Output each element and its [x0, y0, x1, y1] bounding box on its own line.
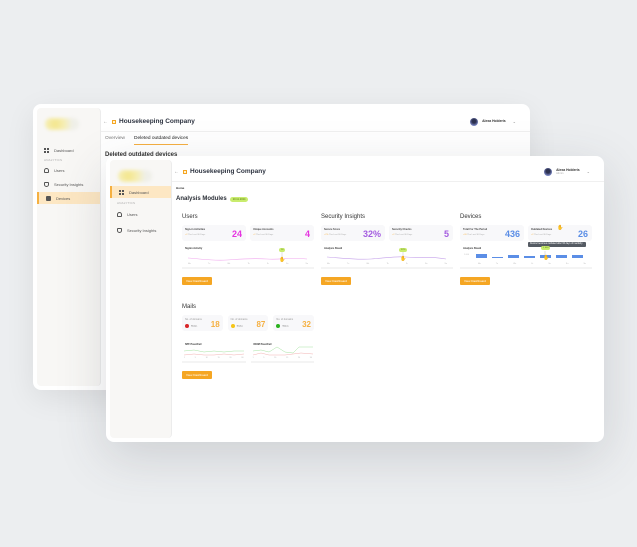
domain-stat-card: No. of domains Status 87 — [227, 315, 269, 331]
status-dot-red — [185, 324, 189, 328]
stat-value: 87 — [256, 320, 266, 329]
module-title: Mails — [182, 304, 197, 310]
tab-deleted-outdated-devices[interactable]: Deleted outdated devices — [134, 136, 189, 145]
dkim-chart[interactable]: DKIM Pass/Fail 1 5 10 15 20 30 — [250, 341, 314, 363]
domain-stat-card: No. of domains Status 32 — [273, 315, 315, 331]
page-title: Analysis Modules 20.11.2024 — [176, 196, 596, 202]
view-dashboard-button[interactable]: View Dashboard — [460, 277, 490, 285]
view-dashboard-button[interactable]: View Dashboard — [321, 277, 351, 285]
module-title: Devices — [460, 214, 482, 220]
hand-cursor-icon: ✋ — [543, 255, 550, 261]
stat-card: Sign-in Activities +2 The Last 30 Days 2… — [182, 225, 246, 241]
domain-stat-card: No. of domains Status 18 — [182, 315, 223, 331]
view-dashboard-button[interactable]: View Dashboard — [182, 371, 212, 379]
back-arrow-icon[interactable]: ← — [103, 118, 108, 125]
stat-value: 32 — [302, 320, 312, 329]
stat-value: 5 — [443, 229, 449, 239]
sidebar-section-label: ANALYTICS — [44, 158, 63, 162]
stat-card: Total For The Period +20 The Last 30 Day… — [460, 225, 524, 241]
security-insights-module: Security Insights Secure Score +2% The L… — [321, 214, 453, 287]
stat-value: 436 — [504, 229, 520, 239]
status-dot-green — [276, 324, 281, 328]
stat-value: 26 — [577, 229, 588, 239]
stat-card: Secure Score +2% The Last 30 Days 32% — [321, 225, 385, 241]
front-window: Dashboard ANALYTICS Users Security Insig… — [106, 156, 604, 442]
grid-icon — [119, 189, 124, 195]
chevron-down-icon: ⌄ — [586, 169, 590, 174]
avatar — [544, 167, 553, 176]
users-module: Users Sign-in Activities +2 The Last 30 … — [182, 214, 314, 287]
sidebar-item-devices[interactable]: Devices — [37, 192, 100, 204]
chevron-down-icon: ⌄ — [512, 119, 516, 124]
breadcrumb[interactable]: Home — [176, 186, 185, 190]
stat-card: Security Checks +2 The Last 30 Days 5 — [389, 225, 453, 241]
users-icon — [117, 211, 122, 217]
logo — [118, 170, 152, 182]
user-name: Alexa Holderis — [482, 119, 506, 124]
user-menu[interactable]: Alexa Holderis ⌄ — [470, 117, 516, 126]
app-title: Housekeeping Company — [190, 168, 266, 175]
grid-icon — [44, 147, 49, 153]
status-dot-yellow — [230, 324, 235, 328]
mails-module: Mails No. of domains Status 18 No. of do… — [182, 304, 315, 381]
stat-card: Outdated Devices +2 The Last 30 Days 26 … — [528, 225, 592, 241]
module-title: Security Insights — [321, 214, 366, 220]
user-role: Admin — [556, 172, 564, 176]
avatar — [470, 117, 479, 126]
date-badge: 20.11.2024 — [229, 196, 249, 202]
devices-module: Devices Total For The Period +20 The Las… — [460, 214, 592, 287]
hand-cursor-icon: ✋ — [279, 257, 286, 263]
sidebar-section-label: ANALYTICS — [117, 201, 136, 205]
stat-value: 18 — [210, 320, 220, 329]
tab-overview[interactable]: Overview — [105, 136, 125, 141]
tabs: Overview Deleted outdated devices — [105, 136, 189, 145]
device-icon — [46, 195, 51, 201]
sidebar-item-security-insights[interactable]: Security Insights — [110, 224, 171, 236]
tooltip: Device becomes outdated after 90 days of… — [528, 242, 586, 247]
stat-card: Unique Accounts +2 The Last 30 Days 4 — [250, 225, 314, 241]
header: ← Housekeeping Company Alexa Holderis ⌄ — [101, 112, 530, 132]
module-title: Users — [182, 214, 198, 220]
sidebar-item-dashboard[interactable]: Dashboard — [37, 144, 100, 156]
stat-value: 24 — [231, 229, 242, 239]
brand-icon — [183, 169, 187, 174]
sidebar-item-security-insights[interactable]: Security Insights — [37, 178, 100, 190]
hand-cursor-icon: ✋ — [400, 256, 407, 262]
stat-value: 32% — [362, 229, 381, 239]
signin-activity-chart[interactable]: Signin Activity 16 ✋ Mo Tu We Th Fr Sa Su — [182, 245, 314, 269]
hand-cursor-icon: ✋ — [557, 225, 564, 231]
user-name: Alexa Holderis — [556, 167, 580, 172]
users-icon — [44, 167, 49, 173]
main-content: Home Analysis Modules 20.11.2024 — [176, 186, 596, 202]
shield-icon — [44, 181, 49, 187]
sidebar: Dashboard ANALYTICS Users Security Insig… — [110, 160, 172, 438]
header: ← Housekeeping Company Alexa Holderis Ad… — [172, 162, 604, 182]
sidebar-item-users[interactable]: Users — [110, 208, 171, 220]
shield-icon — [117, 227, 122, 233]
stat-value: 4 — [304, 229, 310, 239]
view-dashboard-button[interactable]: View Dashboard — [182, 277, 212, 285]
devices-analysis-chart[interactable]: Analysis Board 1 000 1 000 ✋ Mo Tu We Fr Sa S… — [460, 245, 592, 269]
spf-chart[interactable]: SPF Pass/Fail 1 5 10 15 20 30 — [182, 341, 246, 363]
app-title: Housekeeping Company — [119, 118, 195, 125]
sidebar-item-dashboard[interactable]: Dashboard — [110, 186, 171, 198]
back-arrow-icon[interactable]: ← — [174, 168, 179, 175]
sidebar-item-users[interactable]: Users — [37, 164, 100, 176]
section-heading: Deleted outdated devices — [105, 152, 178, 158]
sidebar: Dashboard ANALYTICS Users Security Insig… — [37, 108, 101, 386]
brand-icon — [112, 119, 116, 124]
logo — [45, 118, 79, 130]
user-menu[interactable]: Alexa Holderis Admin ⌄ — [544, 167, 590, 176]
analysis-board-chart[interactable]: Analysis Board 32% ✋ Mo Tu We Th Fr Sa Su — [321, 245, 453, 269]
